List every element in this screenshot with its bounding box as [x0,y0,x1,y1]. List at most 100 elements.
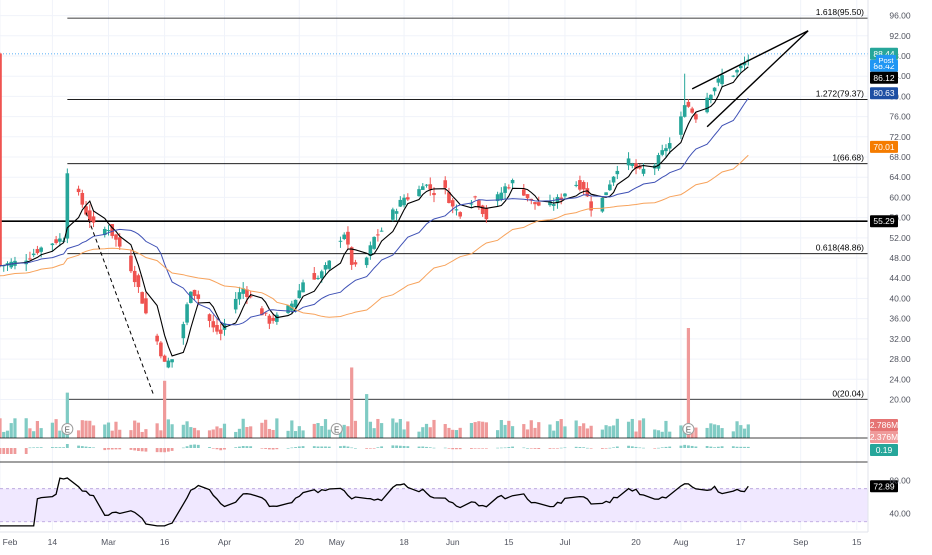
macd-histogram-bar [223,448,226,450]
volume-bar [641,418,646,438]
rsi-tick-label: 80.00 [889,475,911,485]
candle-body [338,240,343,242]
volume-bar [720,428,724,438]
macd-histogram-bar [615,446,619,448]
candle-body [327,260,332,269]
candle-body [420,186,425,190]
candle-body [35,249,40,254]
volume-bar [372,428,376,438]
volume-bar [80,420,84,438]
time-tick-label: 17 [736,537,746,547]
candle-body [218,329,223,334]
time-axis[interactable]: Feb 14 Mar 16 Apr 20 May 18 Jun 15 Jul 20 Aug 17 Sep 15 [0,531,932,550]
volume-bar [211,429,215,438]
macd-histogram-bar [339,446,342,448]
volume-bar [552,430,556,438]
volume-bar [0,418,2,438]
macd-histogram-bar [608,447,612,449]
price-tick-label: 28.00 [889,354,911,364]
candle-body [738,65,743,69]
volume-bar [241,418,245,438]
candle-body [469,203,474,205]
macd-histogram-bar [455,448,458,450]
macd-histogram-bar [140,448,144,452]
volume-bar [638,420,642,438]
macd-histogram-bar [350,447,354,449]
candle-body [548,201,552,206]
volume-label-bg [870,431,898,443]
macd-histogram-bar [107,448,110,450]
macd-histogram-bar [716,446,720,448]
price-tick-label: 80.00 [889,91,911,101]
macd-histogram-bar [574,446,578,448]
candle-body [301,282,305,293]
volume-bar [297,426,301,438]
candle-body [102,228,107,235]
volume-bar [76,430,81,438]
macd-histogram-bar [245,446,249,448]
macd-histogram-bar [694,446,698,448]
candle-body [84,206,88,215]
volume-bar [368,421,372,438]
macd-histogram-bar [522,447,526,449]
macd-histogram-bar [346,446,350,448]
candlesticks[interactable] [0,52,751,369]
volume-bar [735,421,739,438]
macd-histogram-bar [578,447,582,448]
candle-body [634,163,638,169]
candle-body [604,192,608,196]
volume-bar [477,421,481,438]
candle-body [260,308,264,316]
macd-histogram-bar [552,448,556,449]
price-tick-label: 32.00 [889,334,911,344]
price-label: 80.63 [873,88,895,98]
price-axis[interactable]: 96.00 92.00 88.00 84.00 80.00 76.00 72.00 68.00… [867,0,932,550]
candle-body [316,277,320,279]
volume-bar [432,419,436,438]
volume-bar [716,425,720,438]
price-tick-label: 76.00 [889,112,911,122]
macd-histogram-bar [477,448,481,449]
volume-bar [499,420,503,438]
macd-histogram-bar [114,448,118,450]
candle-body [286,305,290,314]
post-chip-bg [876,54,896,65]
macd-histogram-bar [526,448,529,449]
volume-bar [114,421,118,438]
earnings-marker [330,423,343,435]
time-tick-label: Jun [446,537,460,547]
macd-histogram-bar [746,446,750,448]
volume-bar [91,425,96,438]
macd-histogram-bar [211,448,215,449]
volume-bar [555,421,560,438]
price-tick-label: 92.00 [889,31,911,41]
macd-histogram-bar [533,448,537,449]
macd-histogram-bar [657,447,660,449]
volume-bar [454,430,459,438]
candle-body [424,184,429,186]
candle-body [215,324,219,332]
macd-histogram-bar [627,445,630,448]
candle-body [346,231,350,245]
volume-bar [686,328,691,438]
volume-bar [5,430,10,438]
macd-histogram-bar [324,446,327,448]
volume-bar [585,428,589,438]
macd-histogram-bar [425,446,428,448]
candle-body [170,359,174,363]
volume-bar [559,419,563,438]
volume-bar [533,427,537,438]
candle-body [574,184,578,186]
macd-histogram-bar [129,448,133,450]
volume-bar [166,419,170,438]
candle-body [9,261,14,268]
macd-histogram-bar [563,447,567,449]
candle-body [106,230,111,232]
volume-bar [739,425,743,438]
volume-bar [110,430,114,438]
candle-body [76,188,81,193]
volume-bar [421,427,425,438]
volume-bar [428,427,432,438]
